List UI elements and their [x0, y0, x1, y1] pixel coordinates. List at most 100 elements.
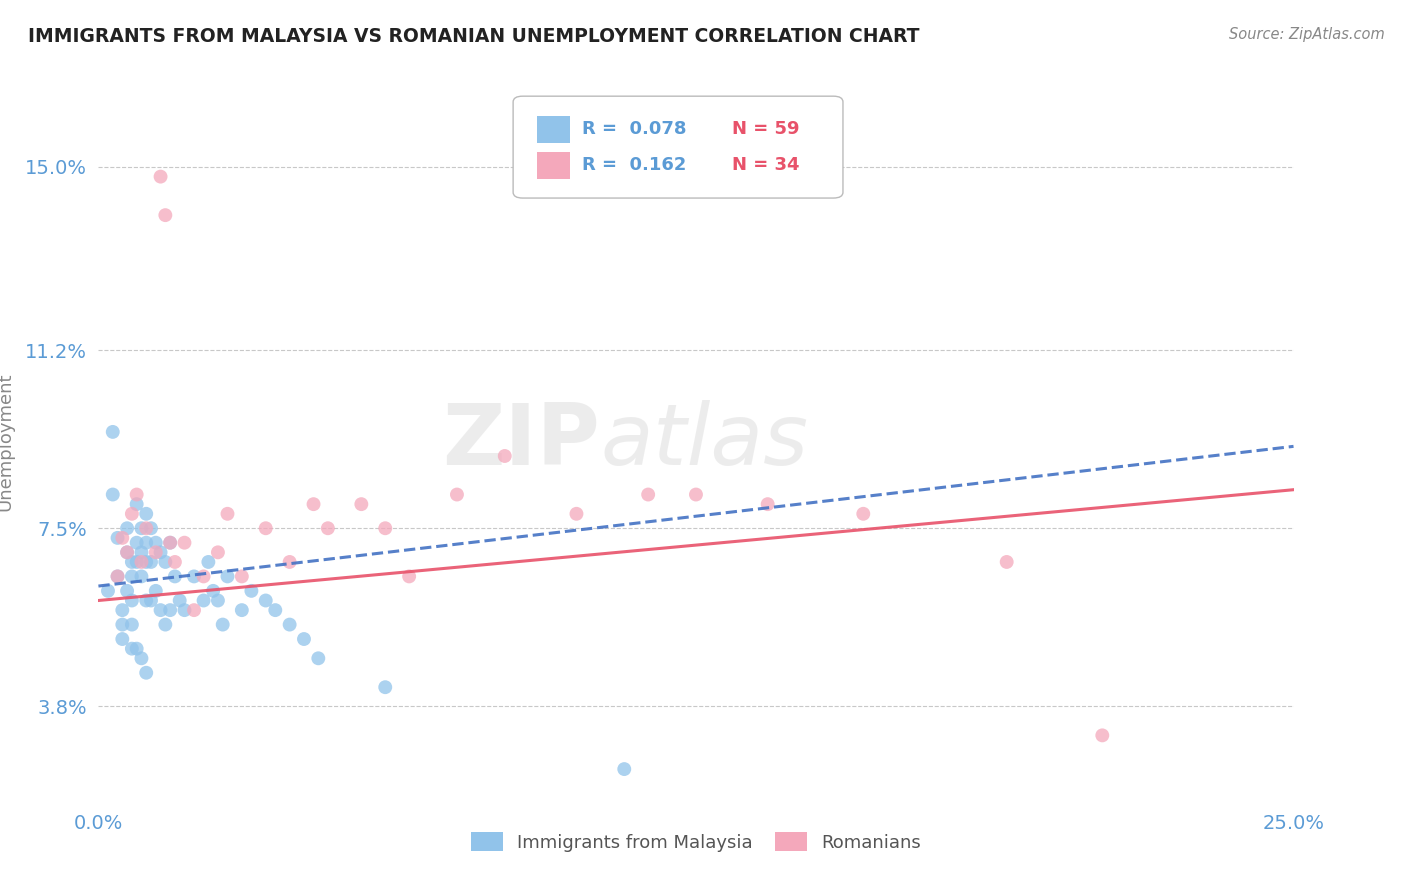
- Point: [685, 487, 707, 501]
- Point: [155, 617, 177, 632]
- Bar: [537, 116, 571, 143]
- Point: [135, 593, 157, 607]
- Point: [139, 521, 162, 535]
- Point: [169, 593, 191, 607]
- Point: [316, 521, 339, 535]
- Point: [107, 569, 129, 583]
- Text: N = 59: N = 59: [733, 120, 800, 137]
- Point: [131, 555, 153, 569]
- Point: [613, 762, 636, 776]
- Point: [121, 555, 143, 569]
- Point: [207, 545, 229, 559]
- Point: [183, 569, 205, 583]
- Point: [145, 535, 167, 549]
- Point: [350, 497, 373, 511]
- Point: [121, 617, 143, 632]
- Point: [121, 593, 143, 607]
- Point: [231, 603, 253, 617]
- Point: [254, 521, 277, 535]
- Point: [125, 641, 148, 656]
- Point: [149, 169, 172, 184]
- Point: [149, 603, 172, 617]
- Text: N = 34: N = 34: [733, 156, 800, 174]
- Point: [173, 603, 195, 617]
- Point: [254, 593, 277, 607]
- Point: [202, 583, 225, 598]
- Point: [149, 545, 172, 559]
- Point: [107, 531, 129, 545]
- Point: [135, 521, 157, 535]
- Point: [852, 507, 875, 521]
- Point: [292, 632, 315, 646]
- Point: [97, 583, 120, 598]
- Legend: Immigrants from Malaysia, Romanians: Immigrants from Malaysia, Romanians: [464, 825, 928, 859]
- Point: [374, 680, 396, 694]
- Point: [302, 497, 325, 511]
- Point: [193, 593, 215, 607]
- Point: [131, 569, 153, 583]
- Point: [101, 487, 124, 501]
- Point: [135, 665, 157, 680]
- Point: [398, 569, 420, 583]
- Text: R =  0.162: R = 0.162: [582, 156, 686, 174]
- Point: [115, 545, 138, 559]
- Y-axis label: Unemployment: Unemployment: [0, 372, 14, 511]
- Point: [756, 497, 779, 511]
- Point: [107, 569, 129, 583]
- Point: [240, 583, 263, 598]
- Point: [264, 603, 287, 617]
- Point: [1091, 728, 1114, 742]
- Point: [159, 535, 181, 549]
- Point: [494, 449, 516, 463]
- Point: [211, 617, 233, 632]
- Point: [207, 593, 229, 607]
- FancyBboxPatch shape: [513, 96, 844, 198]
- Point: [139, 555, 162, 569]
- Point: [139, 593, 162, 607]
- Text: Source: ZipAtlas.com: Source: ZipAtlas.com: [1229, 27, 1385, 42]
- Point: [135, 507, 157, 521]
- Point: [111, 617, 134, 632]
- Point: [101, 425, 124, 439]
- Point: [115, 545, 138, 559]
- Point: [159, 603, 181, 617]
- Point: [115, 583, 138, 598]
- Point: [125, 555, 148, 569]
- Point: [121, 507, 143, 521]
- Point: [446, 487, 468, 501]
- Point: [565, 507, 588, 521]
- Point: [217, 569, 239, 583]
- Bar: [537, 152, 571, 179]
- Point: [111, 531, 134, 545]
- Point: [163, 555, 186, 569]
- Point: [155, 208, 177, 222]
- Point: [637, 487, 659, 501]
- Point: [125, 487, 148, 501]
- Point: [155, 555, 177, 569]
- Point: [231, 569, 253, 583]
- Point: [135, 535, 157, 549]
- Point: [121, 569, 143, 583]
- Text: IMMIGRANTS FROM MALAYSIA VS ROMANIAN UNEMPLOYMENT CORRELATION CHART: IMMIGRANTS FROM MALAYSIA VS ROMANIAN UNE…: [28, 27, 920, 45]
- Point: [278, 555, 301, 569]
- Point: [135, 555, 157, 569]
- Point: [163, 569, 186, 583]
- Point: [278, 617, 301, 632]
- Point: [307, 651, 329, 665]
- Point: [131, 651, 153, 665]
- Point: [193, 569, 215, 583]
- Point: [111, 632, 134, 646]
- Point: [159, 535, 181, 549]
- Text: ZIP: ZIP: [443, 400, 600, 483]
- Point: [131, 521, 153, 535]
- Point: [145, 583, 167, 598]
- Point: [121, 641, 143, 656]
- Point: [125, 535, 148, 549]
- Point: [145, 545, 167, 559]
- Point: [173, 535, 195, 549]
- Point: [115, 521, 138, 535]
- Point: [131, 545, 153, 559]
- Text: R =  0.078: R = 0.078: [582, 120, 688, 137]
- Point: [183, 603, 205, 617]
- Point: [197, 555, 219, 569]
